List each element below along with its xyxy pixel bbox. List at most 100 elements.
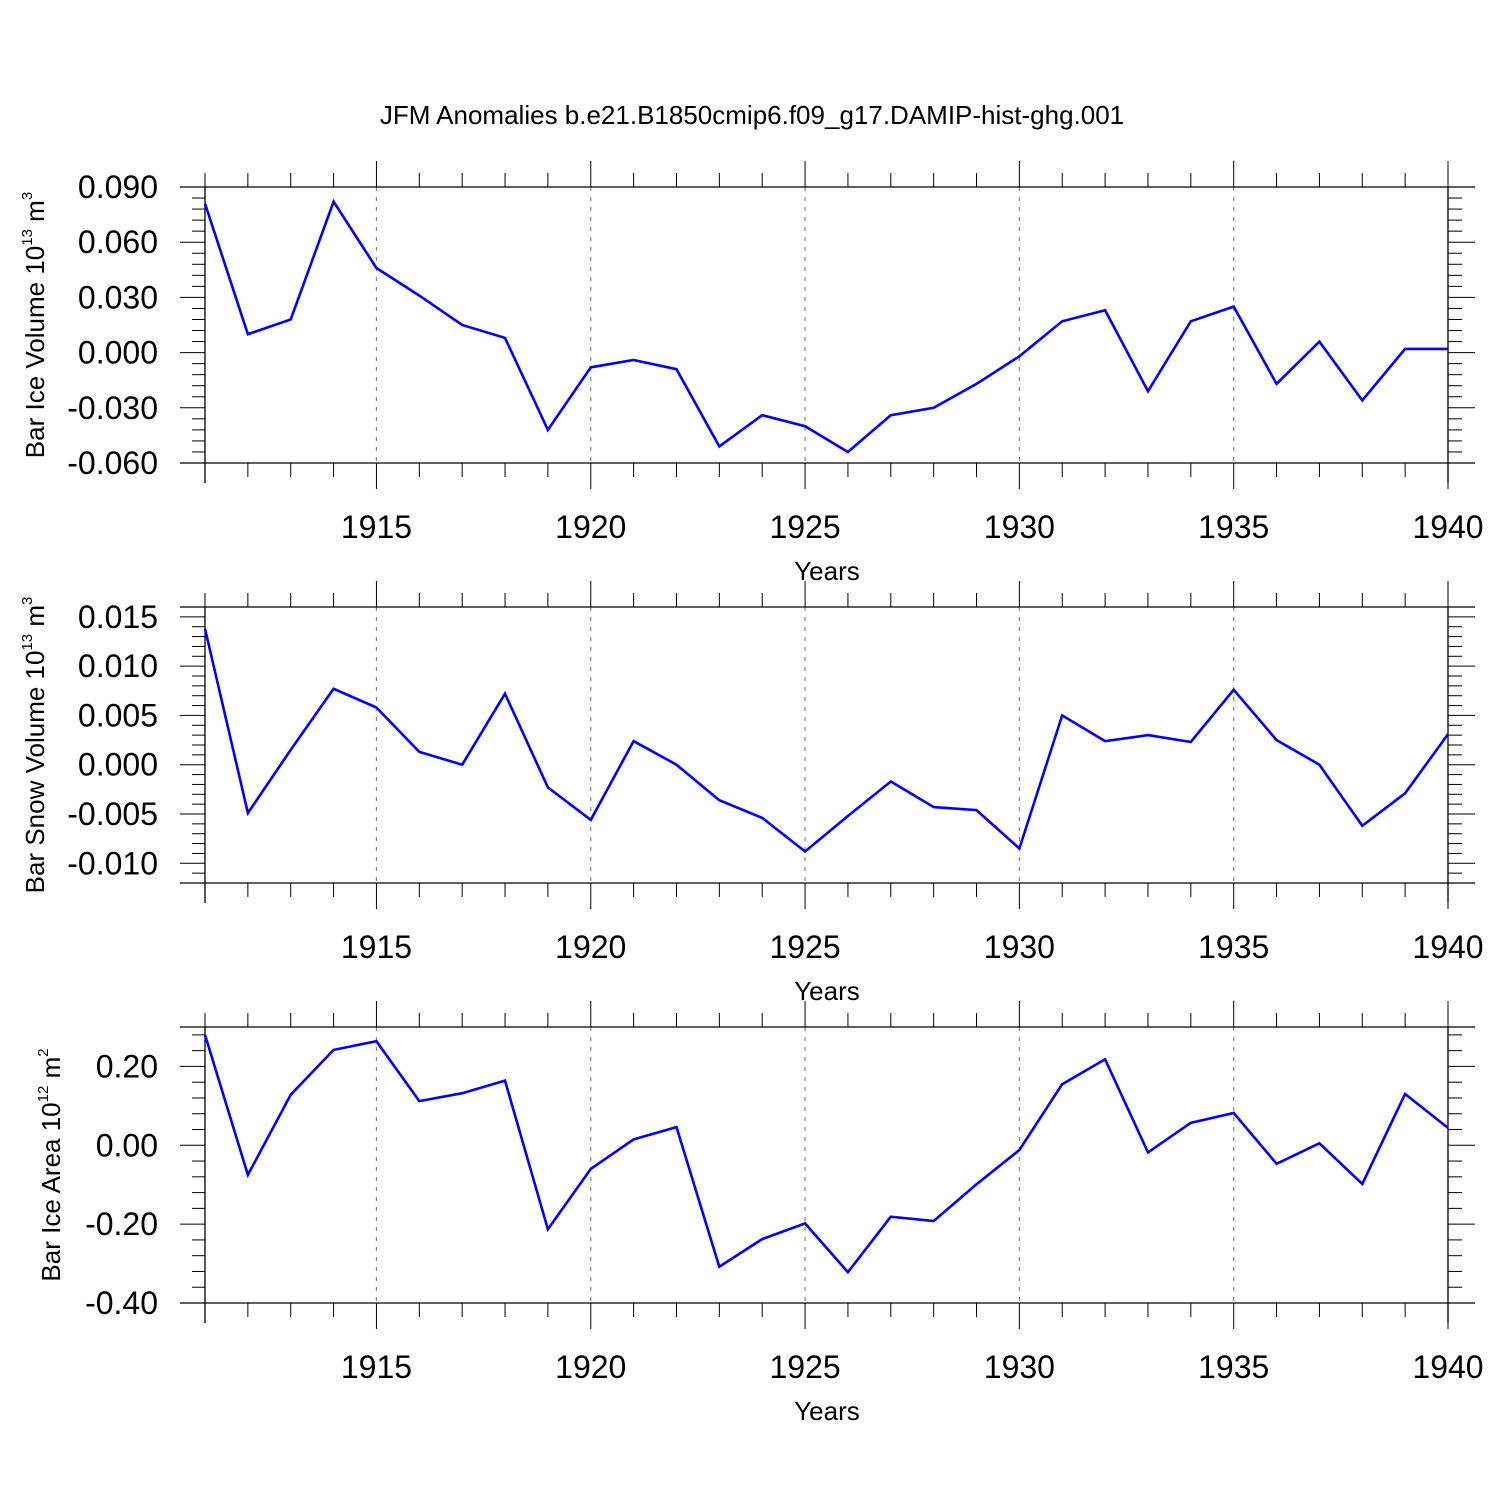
data-point [1103,739,1107,743]
x-axis-title: Years [794,976,860,1006]
data-point [460,763,464,767]
data-point [1146,733,1150,737]
x-axis-title: Years [794,556,860,586]
y-tick-label: -0.010 [67,845,158,881]
data-point [932,1219,936,1223]
y-tick-label: 0.030 [78,279,158,315]
x-tick-label: 1915 [341,929,412,965]
y-tick-label: -0.060 [67,445,158,481]
data-point [332,1048,336,1052]
data-point [332,200,336,204]
data-point [246,1173,250,1177]
data-point [589,818,593,822]
data-point [1103,1057,1107,1061]
data-point [417,750,421,754]
data-point [1060,713,1064,717]
y-tick-label: -0.40 [85,1285,158,1321]
data-point [1360,398,1364,402]
x-tick-label: 1940 [1412,1349,1483,1385]
figure-title: JFM Anomalies b.e21.B1850cmip6.f09_g17.D… [380,100,1124,130]
data-point [203,627,207,631]
y-tick-label: 0.005 [78,697,158,733]
data-point [1060,1082,1064,1086]
data-point [546,1227,550,1231]
data-point [1017,847,1021,851]
data-point [632,358,636,362]
panel-2: 1915 1920 1925 1930 1935 1940 -0.010 -0.005 0.00… [19,581,1484,1006]
x-tick-label: 1940 [1412,929,1483,965]
data-point [889,413,893,417]
y-axis-title-unit-exponent: 3 [19,192,36,200]
x-tick-label: 1920 [555,1349,626,1385]
data-point [1232,688,1236,692]
x-tick-label: 1930 [984,1349,1055,1385]
x-tick-label: 1935 [1198,509,1269,545]
data-point [546,428,550,432]
data-point [1403,347,1407,351]
data-point [1189,319,1193,323]
panels: 1915 1920 1925 1930 1935 1940 -0.060 -0.030 0.00… [19,161,1484,1426]
data-point [932,805,936,809]
x-tick-label: 1915 [341,1349,412,1385]
y-axis-title: Bar Snow Volume 1013 m3 [19,597,50,894]
data-point [246,811,250,815]
y-tick-label: 0.000 [78,747,158,783]
data-point [674,763,678,767]
data-point [203,202,207,206]
data-point [1232,305,1236,309]
y-tick-label: 0.010 [78,648,158,684]
data-point [503,1079,507,1083]
data-point [374,266,378,270]
y-tick-label: 0.060 [78,224,158,260]
data-point [717,798,721,802]
y-axis-title: Bar Ice Area 1012 m2 [35,1048,66,1281]
y-axis-title-unit: m [20,605,50,634]
data-point [889,1215,893,1219]
data-point [803,424,807,428]
y-tick-label: 0.20 [96,1048,158,1084]
y-axis-title-text: Bar Snow Volume 10 [20,651,50,894]
y-tick-label: 0.000 [78,335,158,371]
data-point [246,332,250,336]
x-tick-label: 1925 [769,509,840,545]
data-point [203,1033,207,1037]
data-point [546,785,550,789]
y-axis-title-text: Bar Ice Area 10 [36,1102,66,1281]
x-tick-label: 1930 [984,929,1055,965]
x-tick-label: 1935 [1198,1349,1269,1385]
x-axis-title: Years [794,1396,860,1426]
data-point [1146,389,1150,393]
data-point [332,687,336,691]
data-point [1360,824,1364,828]
data-point [717,1265,721,1269]
data-point [932,406,936,410]
data-point [1403,791,1407,795]
data-point [1317,763,1321,767]
data-point [803,849,807,853]
data-point [1446,347,1450,351]
data-point [1403,1092,1407,1096]
y-axis-title-exponent: 13 [19,634,36,651]
data-point [503,336,507,340]
data-point [1060,319,1064,323]
data-point [717,444,721,448]
data-point [846,814,850,818]
data-point [1189,1121,1193,1125]
y-axis-title-exponent: 13 [19,229,36,246]
data-point [632,1137,636,1141]
data-point [760,413,764,417]
data-point [975,808,979,812]
y-axis-title-unit: m [36,1057,66,1086]
x-tick-label: 1925 [769,929,840,965]
data-point [1317,340,1321,344]
data-point [1275,1162,1279,1166]
data-point [760,816,764,820]
y-tick-label: 0.00 [96,1127,158,1163]
data-point [289,1093,293,1097]
data-point [1017,354,1021,358]
x-tick-label: 1940 [1412,509,1483,545]
data-point [632,739,636,743]
x-tick-label: 1930 [984,509,1055,545]
data-point [975,382,979,386]
